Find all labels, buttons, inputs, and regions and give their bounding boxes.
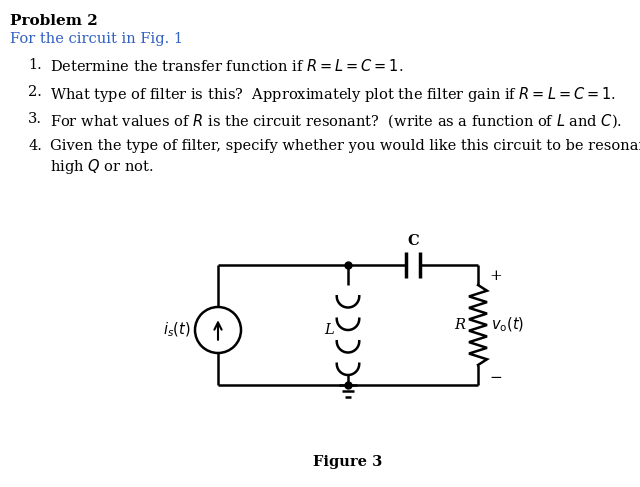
Text: Determine the transfer function if $R = L = C = 1$.: Determine the transfer function if $R = …: [50, 58, 404, 74]
Text: For what values of $R$ is the circuit resonant?  (write as a function of $L$ and: For what values of $R$ is the circuit re…: [50, 112, 622, 130]
Text: Given the type of filter, specify whether you would like this circuit to be reso: Given the type of filter, specify whethe…: [50, 139, 640, 153]
Text: $v_{\rm o}(t)$: $v_{\rm o}(t)$: [491, 316, 524, 334]
Text: L: L: [324, 323, 334, 337]
Text: $i_s(t)$: $i_s(t)$: [163, 321, 191, 339]
Text: Problem 2: Problem 2: [10, 14, 98, 28]
Text: What type of filter is this?  Approximately plot the filter gain if $R = L = C =: What type of filter is this? Approximate…: [50, 85, 616, 104]
Text: Figure 3: Figure 3: [314, 455, 383, 469]
Text: 1.: 1.: [28, 58, 42, 72]
Text: 2.: 2.: [28, 85, 42, 99]
Text: +: +: [489, 269, 502, 283]
Text: 4.: 4.: [28, 139, 42, 153]
Text: $-$: $-$: [489, 369, 502, 383]
Text: For the circuit in Fig. 1: For the circuit in Fig. 1: [10, 32, 183, 46]
Text: 3.: 3.: [28, 112, 42, 126]
Text: high $Q$ or not.: high $Q$ or not.: [50, 157, 154, 176]
Text: R: R: [454, 318, 465, 332]
Text: C: C: [407, 234, 419, 248]
